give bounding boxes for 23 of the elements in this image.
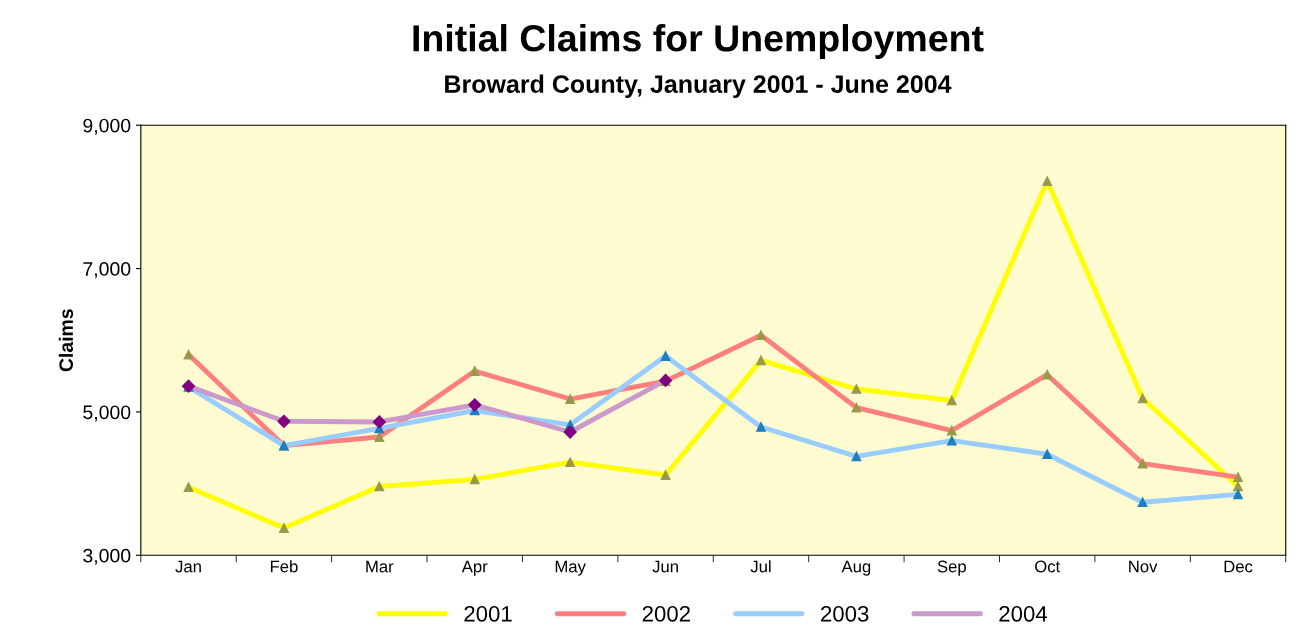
x-tick-label: Apr	[461, 560, 488, 576]
x-tick-label: Nov	[1129, 560, 1158, 573]
legend-label: 2003	[821, 605, 869, 622]
legend-label: 2002	[642, 605, 690, 622]
y-tick-label: 7,000	[83, 262, 131, 279]
x-tick-label: Jun	[652, 560, 678, 573]
chart-subtitle: Broward County, January 2001 - June 2004	[445, 74, 952, 98]
y-tick-label: 5,000	[83, 405, 131, 422]
x-tick-label: Mar	[366, 560, 394, 573]
x-tick-label: Aug	[841, 560, 871, 576]
x-tick-label: Jul	[750, 560, 771, 573]
x-tick-label: Oct	[1035, 560, 1061, 573]
x-tick-label: Dec	[1224, 560, 1253, 573]
y-tick-label: 9,000	[83, 118, 131, 135]
x-tick-label: May	[555, 560, 586, 576]
y-axis-title: Claims	[58, 309, 74, 372]
x-tick-label: Sep	[937, 560, 966, 576]
legend-label: 2004	[999, 605, 1048, 622]
x-tick-label: Jan	[175, 560, 201, 573]
chart-title: Initial Claims for Unemployment	[413, 24, 984, 60]
legend-label: 2001	[464, 605, 512, 622]
x-tick-label: Feb	[270, 560, 298, 573]
y-tick-label: 3,000	[83, 548, 131, 565]
